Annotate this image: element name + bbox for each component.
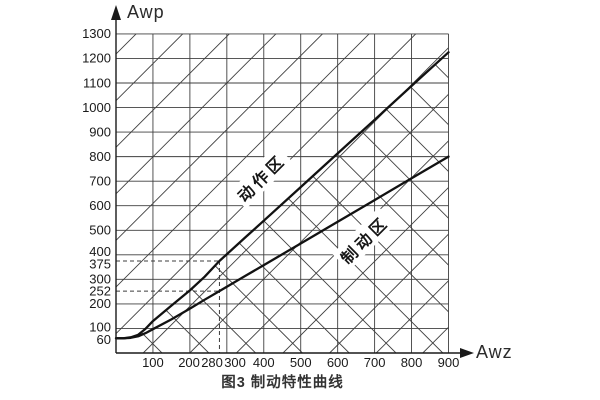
y-tick-label: 1000: [82, 100, 111, 115]
y-tick-label: 800: [89, 149, 111, 164]
y-tick-label: 100: [89, 320, 111, 335]
y-tick-label: 600: [89, 198, 111, 213]
x-tick-label: 700: [364, 355, 386, 370]
y-axis-label: Awp: [127, 2, 165, 22]
x-tick-label: 800: [401, 355, 423, 370]
y-tick-label: 300: [89, 271, 111, 286]
diagonal-line: [189, 93, 449, 354]
y-tick-label: 900: [89, 124, 111, 139]
x-tick-label: 400: [253, 355, 275, 370]
y-tick-label: 1200: [82, 51, 111, 66]
x-tick-label: 500: [290, 355, 312, 370]
y-tick-label: 400: [89, 244, 111, 259]
dashed-reference-lines: [116, 260, 220, 353]
curve-braking-boundary: [114, 155, 450, 340]
diagonal-line: [116, 33, 230, 148]
grid: [116, 33, 449, 353]
diagonal-line: [329, 233, 449, 354]
x-tick-label: 300: [224, 355, 246, 370]
y-tick-label: 60: [97, 332, 111, 347]
x-tick-label: 900: [438, 355, 460, 370]
y-tick-label: 1100: [83, 75, 111, 90]
x-tick-label: 100: [142, 355, 164, 370]
y-tick-label: 252: [89, 284, 111, 299]
x-tick-label: 600: [327, 355, 349, 370]
curve-action-boundary: [114, 51, 450, 340]
y-tick-label: 500: [89, 223, 111, 238]
x-tick-label: 280: [201, 355, 223, 370]
tick-labels: 1300120011001000900800700600500400375300…: [82, 26, 459, 370]
diagonal-line: [116, 33, 277, 195]
axes: [111, 5, 474, 358]
diagonal-line: [116, 52, 256, 354]
diagonal-line: [142, 47, 449, 354]
figure-caption: 图3 制动特性曲线: [221, 375, 344, 391]
y-tick-label: 1300: [82, 26, 111, 41]
diagonal-line: [422, 326, 449, 354]
diagonal-line: [282, 186, 449, 354]
y-tick-label: 200: [89, 296, 111, 311]
y-tick-label: 700: [89, 173, 111, 188]
diagonal-line: [116, 33, 324, 242]
y-tick-label: 375: [89, 256, 111, 271]
diagonal-line: [116, 33, 184, 102]
x-axis-label: Awz: [476, 342, 513, 362]
y-axis-arrow-icon: [111, 5, 121, 20]
diagonal-line: [375, 280, 449, 354]
x-tick-label: 200: [178, 355, 200, 370]
diagonal-line: [116, 33, 370, 288]
x-axis-arrow-icon: [460, 348, 474, 358]
